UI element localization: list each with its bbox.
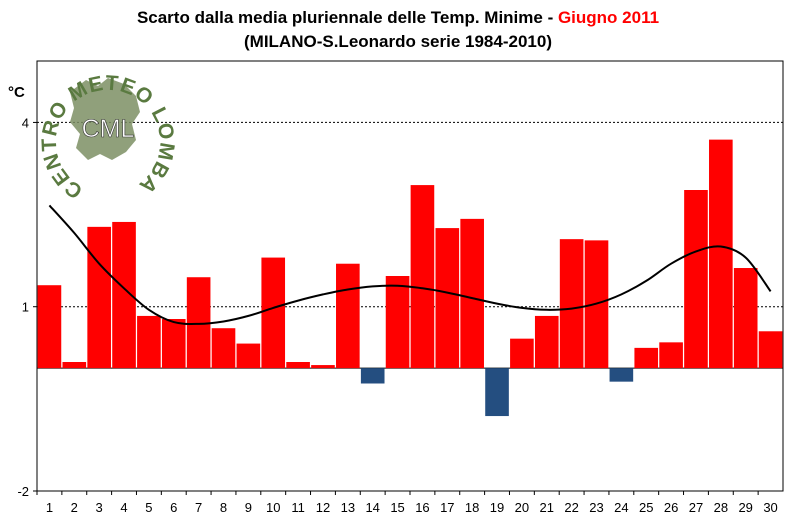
y-axis-label: °C [8, 84, 25, 101]
bar-26 [659, 342, 683, 369]
x-tick-label-16: 16 [415, 500, 429, 515]
bar-19 [485, 368, 509, 417]
bar-22 [559, 239, 584, 369]
x-tick-label-8: 8 [220, 500, 227, 515]
trend-line [48, 204, 772, 325]
bar-6 [161, 319, 186, 369]
bar-5 [137, 315, 161, 369]
x-tick-label-20: 20 [515, 500, 529, 515]
x-tick-label-22: 22 [564, 500, 578, 515]
x-tick-label-3: 3 [96, 500, 103, 515]
bar-9 [236, 343, 261, 369]
y-tick-labels: 4 1 -2 [17, 115, 37, 499]
bar-4 [112, 221, 136, 369]
bar-15 [385, 276, 410, 369]
x-tick-label-17: 17 [440, 500, 454, 515]
bar-28 [709, 139, 733, 369]
x-tick-label-1: 1 [46, 500, 53, 515]
bars [37, 139, 783, 417]
bar-27 [684, 190, 708, 369]
x-tick-label-5: 5 [145, 500, 152, 515]
bar-18 [460, 218, 484, 369]
bar-13 [336, 263, 360, 369]
x-tick-label-21: 21 [540, 500, 554, 515]
trend-line-group [48, 204, 772, 325]
x-tick-label-28: 28 [714, 500, 728, 515]
bar-29 [733, 268, 758, 369]
bar-11 [286, 362, 310, 369]
grid-lines [37, 121, 783, 369]
lombardy-map-icon [70, 78, 140, 160]
x-tick-label-2: 2 [71, 500, 78, 515]
bar-2 [62, 362, 87, 369]
bar-20 [510, 338, 534, 369]
x-tick-labels: 1 2 3 4 5 6 7 8 9 10 11 12 13 14 15 16 17 18 19 20 21 22 23 24 2… [36, 491, 778, 515]
bar-25 [634, 347, 659, 369]
x-tick-label-19: 19 [490, 500, 504, 515]
x-tick-label-12: 12 [316, 500, 330, 515]
chart-title-month: Giugno 2011 [558, 8, 659, 27]
x-tick-label-27: 27 [689, 500, 703, 515]
bar-10 [261, 257, 286, 369]
x-tick-label-9: 9 [245, 500, 252, 515]
bar-17 [435, 228, 460, 369]
bar-12 [311, 365, 335, 369]
bar-14 [360, 368, 385, 384]
x-tick-label-24: 24 [614, 500, 628, 515]
bar-16 [410, 185, 435, 369]
x-tick-label-29: 29 [738, 500, 752, 515]
bar-24 [609, 368, 634, 382]
x-tick-label-18: 18 [465, 500, 479, 515]
chart-title-main: Scarto dalla media pluriennale delle Tem… [137, 8, 558, 27]
chart-title: Scarto dalla media pluriennale delle Tem… [137, 8, 659, 27]
logo-center-text: CML [82, 115, 135, 143]
bar-8 [211, 328, 236, 369]
bar-1 [37, 285, 62, 369]
x-tick-label-14: 14 [365, 500, 379, 515]
x-tick-label-10: 10 [266, 500, 280, 515]
x-tick-label-11: 11 [291, 500, 305, 515]
bar-21 [534, 315, 559, 369]
x-tick-label-25: 25 [639, 500, 653, 515]
x-tick-label-4: 4 [120, 500, 127, 515]
bar-7 [186, 277, 211, 369]
y-tick-label-1: 1 [22, 300, 29, 315]
y-tick-label--2: -2 [17, 484, 29, 499]
x-tick-label-7: 7 [195, 500, 202, 515]
y-tick-label-4: 4 [22, 115, 29, 130]
plot-area [36, 60, 784, 492]
x-tick-label-13: 13 [341, 500, 355, 515]
bar-3 [87, 226, 111, 369]
x-tick-label-15: 15 [390, 500, 404, 515]
x-tick-label-30: 30 [763, 500, 777, 515]
bar-30 [758, 331, 783, 369]
x-tick-label-6: 6 [170, 500, 177, 515]
x-tick-label-26: 26 [664, 500, 678, 515]
chart-subtitle: (MILANO-S.Leonardo serie 1984-2010) [244, 32, 552, 51]
x-tick-label-23: 23 [589, 500, 603, 515]
